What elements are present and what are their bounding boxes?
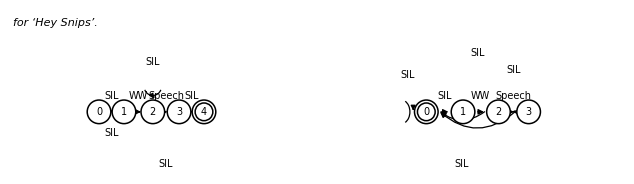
Text: SIL: SIL [507,65,521,75]
Text: SIL: SIL [104,91,119,101]
Text: SIL: SIL [437,91,452,101]
Circle shape [451,100,475,124]
Text: 4: 4 [201,107,207,117]
Text: Speech: Speech [496,91,531,101]
Circle shape [415,100,438,124]
Text: SIL: SIL [146,57,160,67]
Text: SIL: SIL [455,159,469,169]
Circle shape [192,100,216,124]
Text: 2: 2 [150,107,156,117]
Text: SIL: SIL [158,159,173,169]
Circle shape [487,100,510,124]
Text: WW: WW [129,91,148,101]
Circle shape [517,100,540,124]
Text: for ‘Hey Snips’.: for ‘Hey Snips’. [13,18,98,28]
Text: SIL: SIL [184,91,199,101]
Text: SIL: SIL [104,128,119,138]
Text: 0: 0 [96,107,102,117]
Text: 3: 3 [176,107,182,117]
Text: WW: WW [471,91,490,101]
Text: SIL: SIL [401,70,415,80]
Text: 1: 1 [460,107,466,117]
Text: 2: 2 [495,107,501,117]
Text: 0: 0 [424,107,429,117]
Circle shape [167,100,191,124]
Text: SIL: SIL [470,48,485,58]
Text: Speech: Speech [148,91,184,101]
Text: 3: 3 [526,107,532,117]
Circle shape [87,100,111,124]
Circle shape [141,100,165,124]
Circle shape [112,100,136,124]
Text: 1: 1 [121,107,127,117]
